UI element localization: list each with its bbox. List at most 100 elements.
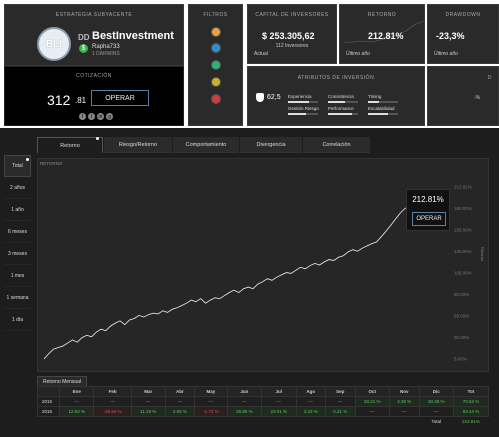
table-header-cell: Sep <box>325 386 356 397</box>
atributos-score: 62,5 <box>267 94 281 101</box>
empty-cell <box>326 417 356 427</box>
y-tick-label: 55.00% <box>454 314 469 319</box>
facebook-icon[interactable]: f <box>79 113 86 120</box>
attr-bar <box>368 113 398 115</box>
capital-title: CAPITAL DE INVERSORES <box>255 12 329 18</box>
month-cell: — <box>93 396 132 407</box>
filtros-card: FILTROS <box>188 4 243 126</box>
month-cell: 26.86 % <box>226 406 263 417</box>
empty-cell <box>390 417 420 427</box>
period-total[interactable]: Total <box>4 155 31 177</box>
month-cell: — <box>194 396 228 407</box>
tab-comportamiento[interactable]: Comportamiento <box>173 137 239 153</box>
month-cell: — <box>58 396 95 407</box>
month-cell: 20.21 % <box>354 396 391 407</box>
drawdown-title: DRAWDOWN <box>445 12 481 18</box>
chart-callout: 212.81% OPERAR <box>406 189 450 231</box>
tab-riesgo-retorno[interactable]: Riesgo/Retorno <box>104 137 172 153</box>
attr-bar <box>288 113 318 115</box>
user-name[interactable]: Rapha733 <box>92 44 120 50</box>
user-followers: 1 DARWINS <box>92 51 120 57</box>
extra-card-title: D <box>487 75 492 81</box>
filter-badge-3-icon[interactable] <box>211 60 221 70</box>
callout-operar-button[interactable]: OPERAR <box>412 212 446 226</box>
attr-bar-fill <box>328 101 345 103</box>
y-tick-label: 5.00% <box>454 357 467 362</box>
filter-badge-1-icon[interactable] <box>211 27 221 37</box>
retorno-card-foot: Último año <box>346 51 370 57</box>
operar-button[interactable]: OPERAR <box>91 90 149 106</box>
filtros-title: FILTROS <box>203 12 228 18</box>
period-3-meses[interactable]: 3 meses <box>4 243 31 265</box>
empty-cell <box>94 417 131 427</box>
period-2-anos[interactable]: 2 años <box>4 177 31 199</box>
total-value: 212.81% <box>462 419 480 425</box>
tab-retorno[interactable]: Retorno <box>37 137 103 153</box>
month-cell: 0.21 % <box>325 406 356 417</box>
period-6-meses[interactable]: 6 meses <box>4 221 31 243</box>
year-cell: 2015 <box>37 396 60 407</box>
year-cell: 2016 <box>37 406 60 417</box>
total-row: Total 212.81% <box>38 417 489 427</box>
retorno-card-title: RETORNO <box>367 12 397 18</box>
capital-value: $ 253.305,62 <box>262 31 315 41</box>
strategy-avatar[interactable]: BLI <box>37 27 71 61</box>
period-1-ano[interactable]: 1 año <box>4 199 31 221</box>
y-tick-label: 212.81% <box>454 185 472 190</box>
table-header-cell: Feb <box>93 386 132 397</box>
attr-bar <box>288 101 318 103</box>
extra-card: D -% <box>427 66 499 126</box>
filter-badge-2-icon[interactable] <box>211 43 221 53</box>
table-row: 2015— — — — — — — — —20.21 % 4.38 % 30.48 % 70.63 % <box>37 396 490 407</box>
atributos-card: ATRIBUTOS DE INVERSIÓN 62,5 Experiencia C… <box>247 66 425 126</box>
period-1-dia[interactable]: 1 día <box>4 309 31 331</box>
attr-bar-fill <box>368 113 388 115</box>
empty-cell <box>355 417 389 427</box>
table-row: 2016 12.63 % -46.84 % 11.19 % 2.59 % -1.72 % 2… <box>37 406 490 417</box>
table-header-cell: Ene <box>58 386 95 397</box>
attr-label: Timing <box>368 94 382 99</box>
table-header-cell: Jul <box>261 386 297 397</box>
chart-tabs: Retorno Riesgo/Retorno Comportamiento Di… <box>37 137 371 153</box>
retorno-card-value: 212.81% <box>368 31 404 41</box>
filter-badge-5-icon[interactable] <box>211 94 221 104</box>
darwin-icon: DD <box>78 33 90 42</box>
strategy-name[interactable]: BestInvestment <box>92 30 174 42</box>
capital-investors: 112 Inversores <box>275 43 309 49</box>
attr-label: Consistencia <box>328 94 354 99</box>
table-header-row: Ene Feb Mar Abr May Jun Jul Ago Sep Oct Nov Dic Tot <box>37 386 490 397</box>
main-panel: Retorno Riesgo/Retorno Comportamiento Di… <box>0 128 499 437</box>
quote-price-int: 312 <box>47 92 71 108</box>
month-cell: -1.72 % <box>194 406 228 417</box>
empty-cell <box>195 417 227 427</box>
y-tick-label: 30.00% <box>454 335 469 340</box>
quote-card: COTIZACIÓN 312 .81 OPERAR f t in g <box>4 66 184 126</box>
attr-label: Performance <box>328 106 354 111</box>
filter-badge-4-icon[interactable] <box>211 77 221 87</box>
monthly-tab[interactable]: Retorno Mensual <box>37 376 87 386</box>
table-header-cell: Mar <box>130 386 166 397</box>
month-cell: 30.48 % <box>418 396 454 407</box>
user-dollar-icon: $ <box>79 44 88 53</box>
y-tick-label: 105.00% <box>454 271 472 276</box>
monthly-table: Ene Feb Mar Abr May Jun Jul Ago Sep Oct Nov Dic Tot 2… <box>37 386 490 427</box>
drawdown-card: DRAWDOWN -23,3% Último año <box>427 4 499 64</box>
tab-divergencia[interactable]: Divergencia <box>240 137 302 153</box>
total-label: Total <box>431 419 441 425</box>
attr-bar-fill <box>288 101 309 103</box>
empty-cell <box>60 417 94 427</box>
period-1-mes[interactable]: 1 mes <box>4 265 31 287</box>
avatar-initials: BLI <box>45 38 63 50</box>
attr-label: Escalabilidad <box>368 106 395 111</box>
month-cell: — <box>325 396 356 407</box>
google-icon[interactable]: g <box>106 113 113 120</box>
empty-cell <box>262 417 296 427</box>
empty-cell <box>165 417 195 427</box>
linkedin-icon[interactable]: in <box>97 113 104 120</box>
period-selector: Total 2 años 1 año 6 meses 3 meses 1 mes… <box>4 155 31 331</box>
twitter-icon[interactable]: t <box>88 113 95 120</box>
tab-correlacion[interactable]: Correlación <box>303 137 370 153</box>
period-1-semana[interactable]: 1 semana <box>4 287 31 309</box>
table-header-cell: Ago <box>295 386 327 397</box>
